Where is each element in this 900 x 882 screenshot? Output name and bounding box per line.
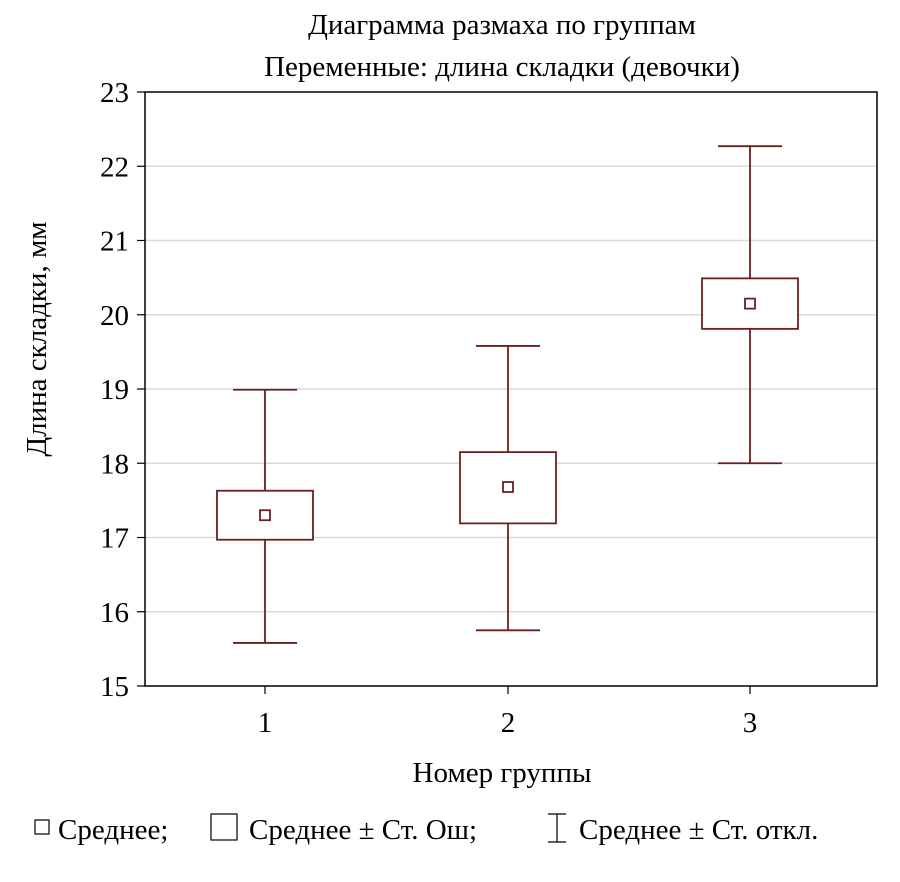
x-tick-label: 3 (743, 707, 758, 739)
legend-mean-icon (34, 819, 50, 835)
y-tick-label: 17 (100, 523, 129, 555)
chart-subtitle: Переменные: длина складки (девочки) (264, 51, 740, 83)
y-tick-label: 23 (100, 77, 129, 109)
box-group-2 (459, 345, 557, 632)
y-tick-label: 19 (100, 374, 129, 406)
x-tick-label: 2 (501, 707, 516, 739)
x-tick-label: 1 (258, 707, 273, 739)
y-axis-ticks: 15 16 17 18 19 20 21 22 23 (100, 77, 145, 703)
legend-label-se: Среднее ± Ст. Ош; (249, 814, 477, 846)
legend-whisker-icon (548, 813, 566, 843)
box-plot-series (216, 145, 799, 644)
y-tick-label: 20 (100, 300, 129, 332)
box-group-1 (216, 388, 314, 644)
x-axis-ticks: 1 2 3 (258, 686, 758, 739)
chart-title: Диаграмма размаха по группам (308, 9, 696, 41)
y-tick-label: 15 (100, 671, 129, 703)
x-axis-label: Номер группы (413, 757, 592, 789)
y-tick-label: 22 (100, 151, 129, 183)
y-tick-label: 21 (100, 226, 129, 258)
mean-marker (502, 481, 514, 493)
mean-marker (744, 297, 756, 310)
y-axis-label: Длина складки, мм (21, 221, 53, 456)
y-tick-label: 16 (100, 597, 129, 629)
plot-frame (144, 91, 878, 687)
y-tick-label: 18 (100, 448, 129, 480)
box-group-3 (701, 145, 799, 465)
legend-box-icon (210, 813, 238, 841)
legend-label-mean: Среднее; (58, 814, 168, 846)
legend: Среднее; Среднее ± Ст. Ош; Среднее ± Ст.… (34, 813, 818, 846)
legend-label-sd: Среднее ± Ст. откл. (579, 814, 818, 846)
mean-marker (259, 509, 271, 522)
